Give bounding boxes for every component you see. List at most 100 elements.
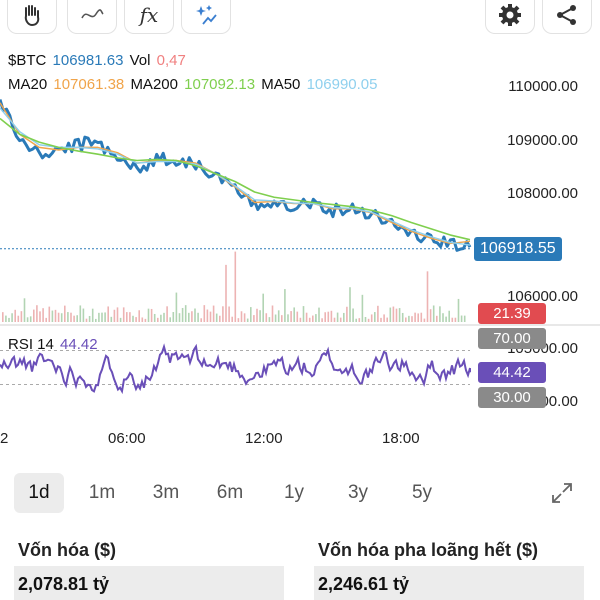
volume-bar <box>308 317 311 322</box>
volume-bar <box>126 312 128 322</box>
volume-bar <box>2 312 4 322</box>
volume-bar <box>405 317 407 322</box>
ma50-line <box>0 107 471 246</box>
volume-bar <box>374 312 376 322</box>
volume-bar <box>321 318 323 322</box>
volume-bar <box>225 264 227 322</box>
volume-bar <box>287 314 289 322</box>
volume-bar <box>197 312 199 322</box>
volume-bar <box>361 294 364 322</box>
volume-bar <box>401 312 404 322</box>
chart-canvas[interactable] <box>0 40 600 460</box>
volume-bar <box>284 289 286 322</box>
volume-bar <box>355 318 357 322</box>
volume-bar <box>315 314 317 322</box>
volume-bar <box>380 317 382 322</box>
volume-bar <box>163 312 165 322</box>
volume-bar <box>29 316 32 322</box>
volume-bar <box>408 315 410 322</box>
volume-bar <box>64 305 66 322</box>
volume-bar <box>432 305 435 322</box>
legend-ma20-label: MA20 <box>8 76 48 93</box>
volume-bar <box>51 310 54 322</box>
expand-icon[interactable] <box>545 473 579 513</box>
volume-bar <box>20 311 23 322</box>
volume-bar <box>203 305 206 322</box>
volume-bar <box>175 292 178 322</box>
volume-bar <box>95 318 97 322</box>
volume-bar <box>119 317 122 322</box>
volume-bar <box>101 312 103 322</box>
volume-bar <box>436 315 438 322</box>
timeframe-1y[interactable]: 1y <box>283 482 305 503</box>
volume-bar <box>395 308 398 322</box>
volume-bar <box>110 316 113 322</box>
volume-bar <box>302 306 305 322</box>
price-axis-label: 108000.00 <box>507 185 578 202</box>
volume-bar <box>305 312 308 322</box>
volume-bar <box>188 312 190 322</box>
volume-bar <box>147 308 150 322</box>
gear-icon[interactable] <box>485 0 535 34</box>
volume-bar <box>454 317 457 322</box>
function-icon[interactable]: fx <box>124 0 174 34</box>
volume-bar <box>386 317 388 322</box>
volume-bar <box>268 317 271 322</box>
volume-bar <box>219 315 221 322</box>
legend-row-2: MA20 107061.38 MA200 107092.13 MA50 1069… <box>8 76 379 93</box>
volume-bar <box>209 311 212 322</box>
volume-bar <box>54 309 57 322</box>
volume-bar <box>107 306 109 322</box>
volume-bar <box>212 305 215 322</box>
volume-bar <box>234 251 237 322</box>
volume-bar <box>129 312 131 322</box>
volume-bar <box>178 313 181 322</box>
volume-bar <box>76 315 78 322</box>
volume-bar <box>45 317 47 322</box>
timeframe-3y[interactable]: 3y <box>347 482 369 503</box>
timeframe-3m[interactable]: 3m <box>152 482 180 503</box>
volume-bar <box>367 318 370 322</box>
volume-bar <box>293 307 295 322</box>
time-axis-label: 12:00 <box>245 430 283 447</box>
hand-pan-icon[interactable] <box>7 0 57 34</box>
volume-bar <box>277 310 280 322</box>
volume-bar <box>439 306 441 322</box>
volume-bar <box>60 313 63 322</box>
volume-bar <box>290 311 292 322</box>
volume-bar <box>33 309 35 322</box>
line-draw-icon[interactable] <box>67 0 117 34</box>
volume-bar <box>194 308 196 322</box>
volume-bar <box>104 312 106 322</box>
volume-bar <box>423 318 426 322</box>
ma200-line <box>0 117 471 241</box>
timeframe-5y[interactable]: 5y <box>411 482 433 503</box>
volume-bar <box>442 313 444 322</box>
timeframe-6m[interactable]: 6m <box>216 482 244 503</box>
magic-wand-icon[interactable] <box>181 0 231 34</box>
volume-bar <box>296 311 299 322</box>
timeframe-1m[interactable]: 1m <box>88 482 116 503</box>
ma20-line <box>0 102 471 245</box>
market-cap-value: 2,078.81 tỷ <box>14 566 284 600</box>
price-chart[interactable]: $BTC 106981.63 Vol 0,47 MA20 107061.38 M… <box>0 40 600 460</box>
volume-bar <box>312 315 314 322</box>
volume-bar <box>169 317 171 322</box>
volume-bar <box>324 312 326 322</box>
volume-bar <box>330 310 333 322</box>
volume-bar <box>116 307 119 322</box>
volume-bar <box>445 316 447 322</box>
price-axis-label: 106000.00 <box>507 288 578 305</box>
volume-bar <box>243 313 246 322</box>
volume-bar <box>82 308 85 322</box>
volume-bar <box>253 315 255 322</box>
volume-bar <box>346 306 348 322</box>
chart-toolbar: fx <box>0 0 600 36</box>
timeframe-1d[interactable]: 1d <box>14 473 64 513</box>
volume-bar <box>79 305 82 322</box>
share-icon[interactable] <box>542 0 592 34</box>
volume-bar <box>429 309 432 322</box>
volume-bar <box>17 315 20 322</box>
volume-bar <box>91 308 94 322</box>
volume-bar <box>8 317 10 322</box>
